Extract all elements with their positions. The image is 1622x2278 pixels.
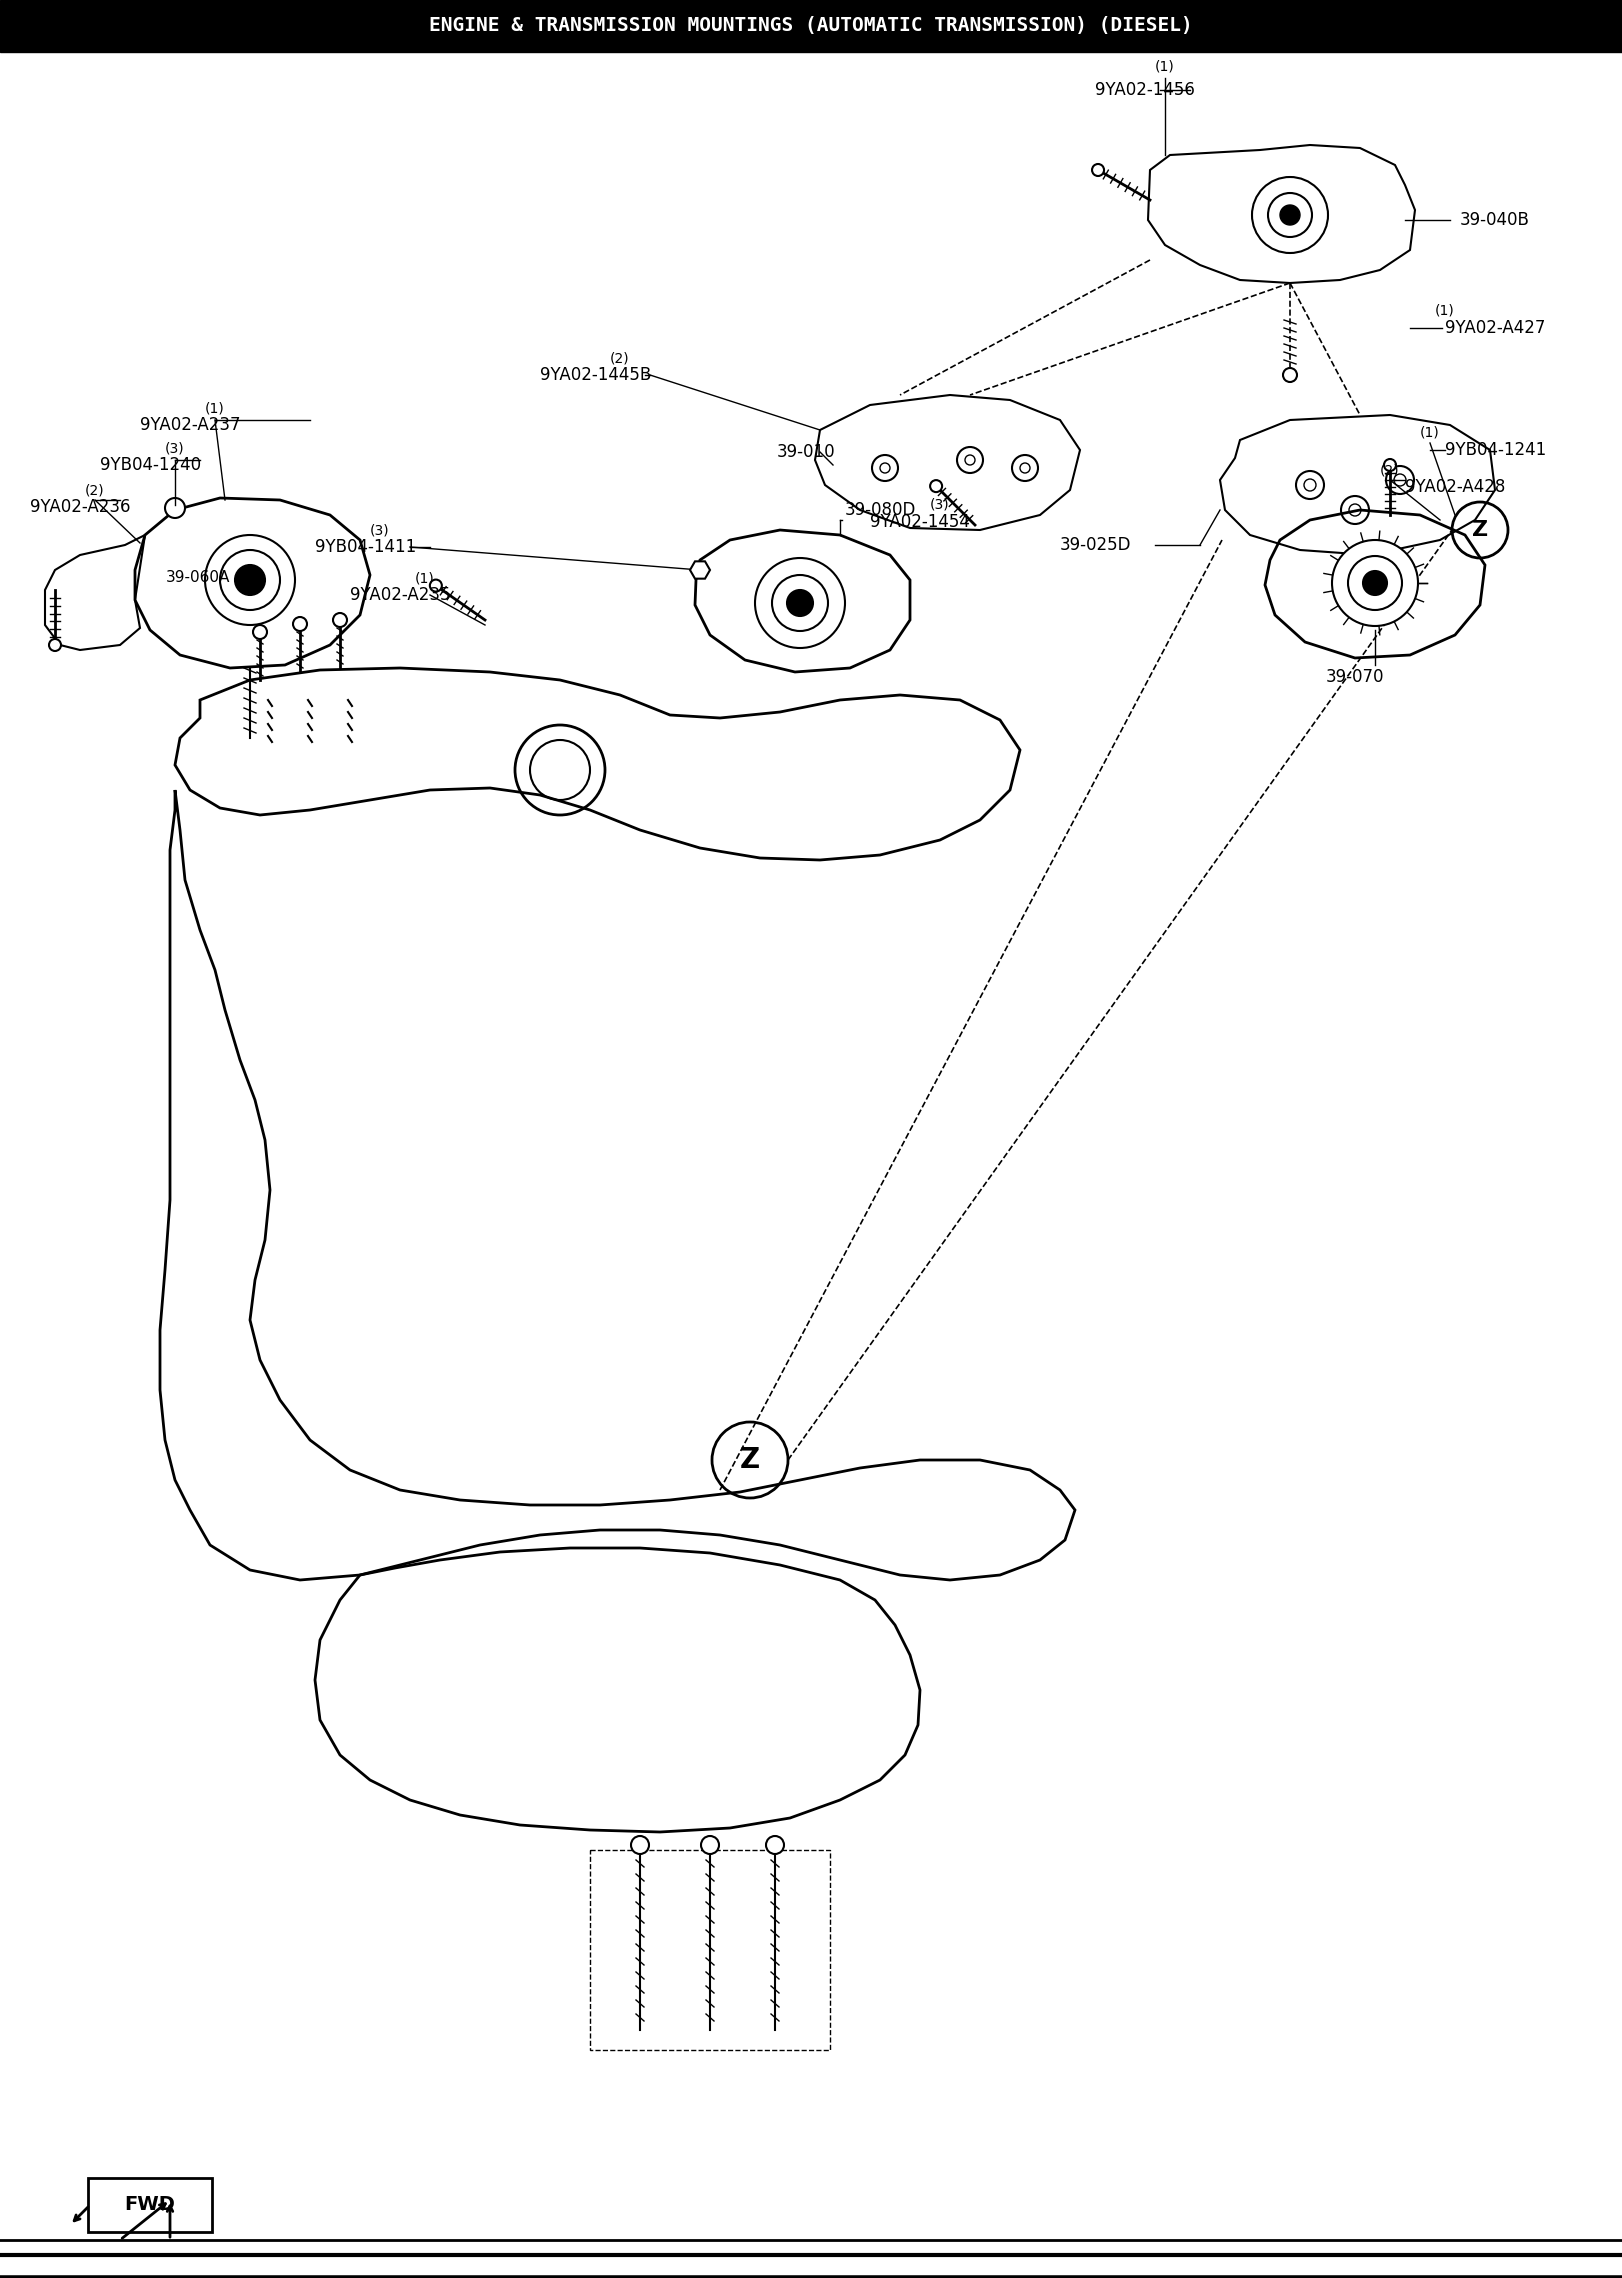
Text: (1): (1) — [1155, 59, 1174, 73]
Polygon shape — [689, 560, 710, 579]
Circle shape — [754, 558, 845, 647]
Text: 9YA02-1454: 9YA02-1454 — [869, 513, 970, 531]
Circle shape — [221, 549, 281, 611]
Text: (2): (2) — [86, 483, 105, 497]
Text: 9YA02-A235: 9YA02-A235 — [350, 585, 451, 604]
Circle shape — [1283, 369, 1298, 383]
Text: (3): (3) — [929, 499, 950, 513]
Circle shape — [235, 565, 264, 595]
Text: (1): (1) — [1435, 303, 1455, 317]
Text: 9YA02-1445B: 9YA02-1445B — [540, 367, 652, 385]
Text: 39-010: 39-010 — [777, 442, 835, 460]
Circle shape — [1384, 458, 1397, 472]
Text: 9YA02-A427: 9YA02-A427 — [1445, 319, 1546, 337]
Text: 9YA02-1456: 9YA02-1456 — [1095, 82, 1195, 98]
Text: 39-040B: 39-040B — [1460, 212, 1530, 230]
Text: Z: Z — [740, 1447, 761, 1474]
Text: (1): (1) — [1421, 426, 1440, 440]
Circle shape — [1332, 540, 1418, 626]
Text: 39-025D: 39-025D — [1061, 535, 1132, 554]
Text: 9YB04-1411: 9YB04-1411 — [315, 538, 417, 556]
Text: (2): (2) — [610, 351, 629, 364]
Text: (3): (3) — [165, 442, 185, 456]
Circle shape — [204, 535, 295, 624]
Text: (3): (3) — [370, 524, 389, 538]
Circle shape — [49, 640, 62, 652]
Circle shape — [294, 617, 307, 631]
Circle shape — [1280, 205, 1299, 226]
Circle shape — [772, 574, 827, 631]
Circle shape — [430, 579, 441, 592]
Text: Z: Z — [1471, 519, 1487, 540]
Text: 9YA02-A428: 9YA02-A428 — [1405, 478, 1505, 497]
Circle shape — [631, 1836, 649, 1854]
Circle shape — [1092, 164, 1105, 175]
Text: 9YA02-A236: 9YA02-A236 — [29, 499, 130, 517]
Circle shape — [253, 624, 268, 640]
Text: (2): (2) — [1380, 462, 1400, 476]
Bar — [0, 0, 1622, 52]
Text: FWD: FWD — [125, 2196, 175, 2214]
Circle shape — [333, 613, 347, 626]
Text: (1): (1) — [415, 572, 435, 585]
Text: 39-060A: 39-060A — [165, 570, 230, 585]
Circle shape — [1362, 572, 1387, 595]
Circle shape — [787, 590, 813, 615]
Text: ENGINE & TRANSMISSION MOUNTINGS (AUTOMATIC TRANSMISSION) (DIESEL): ENGINE & TRANSMISSION MOUNTINGS (AUTOMAT… — [430, 16, 1192, 36]
Text: 9YB04-1240: 9YB04-1240 — [101, 456, 201, 474]
Text: 9YA02-A237: 9YA02-A237 — [139, 417, 240, 435]
Circle shape — [929, 481, 942, 492]
Circle shape — [701, 1836, 719, 1854]
Text: 39-070: 39-070 — [1325, 667, 1384, 686]
Text: (1): (1) — [204, 401, 225, 415]
Circle shape — [165, 499, 185, 517]
Text: 39-080D: 39-080D — [845, 501, 916, 519]
Text: 9YB04-1241: 9YB04-1241 — [1445, 442, 1546, 458]
Circle shape — [1348, 556, 1401, 611]
Circle shape — [766, 1836, 783, 1854]
